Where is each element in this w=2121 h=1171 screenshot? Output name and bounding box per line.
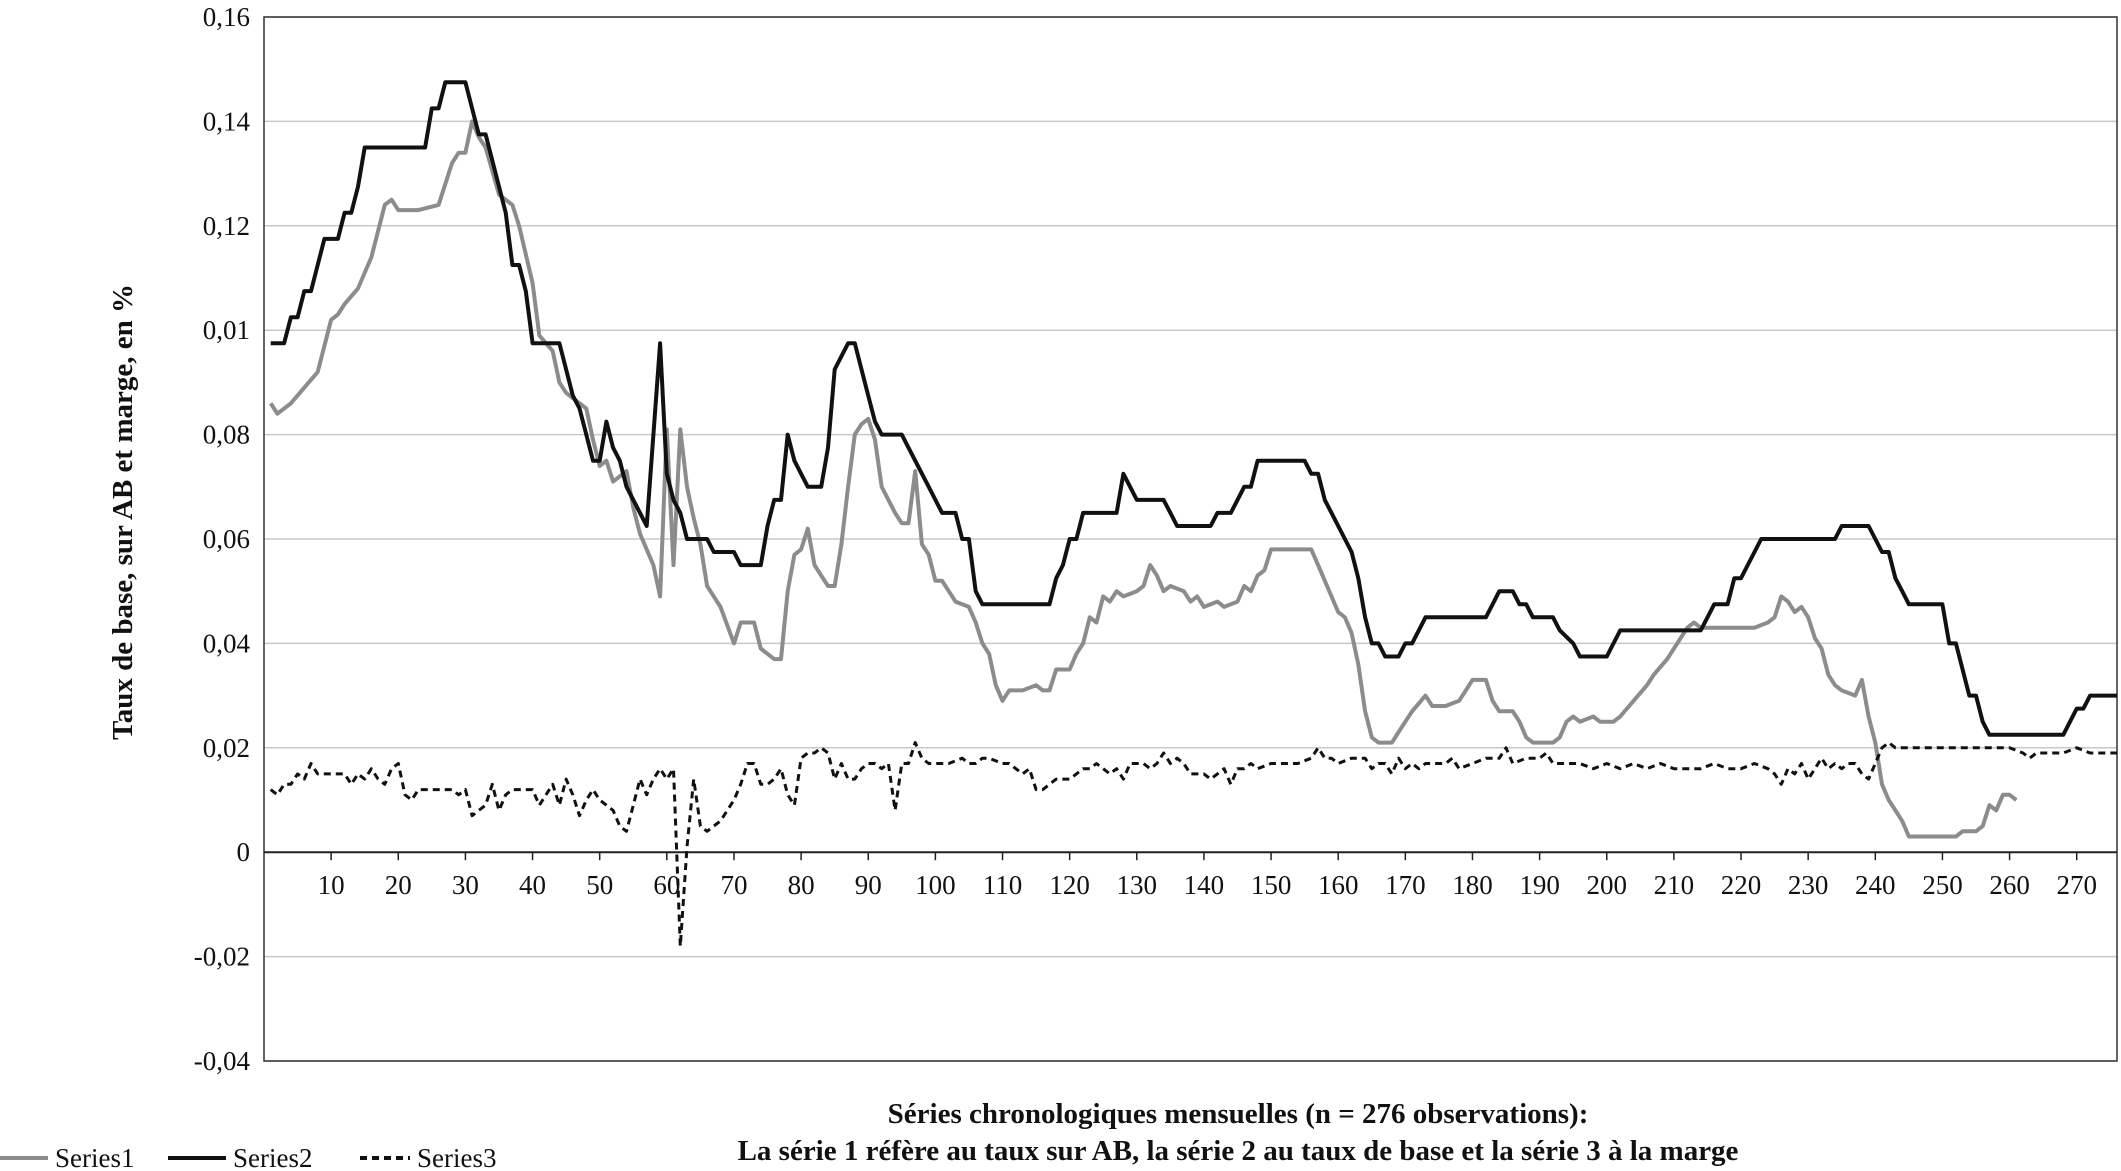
y-tick-label: 0,01	[203, 315, 250, 345]
x-tick-label: 60	[653, 870, 680, 900]
x-tick-label: 230	[1788, 870, 1829, 900]
legend: Series1 Series2 Series3	[0, 1143, 496, 1171]
x-tick-label: 120	[1049, 870, 1090, 900]
y-tick-label: -0,04	[194, 1046, 251, 1076]
x-tick-label: 180	[1452, 870, 1493, 900]
x-tick-label: 140	[1184, 870, 1225, 900]
y-tick-label: 0,04	[203, 628, 251, 658]
x-tick-label: 70	[720, 870, 747, 900]
x-tick-label: 190	[1519, 870, 1560, 900]
y-axis-title: Taux de base, sur AB et marge, en %	[107, 284, 139, 740]
legend-label-series1: Series1	[55, 1143, 134, 1171]
gridlines	[264, 16, 2117, 1062]
x-tick-label: 10	[318, 870, 345, 900]
x-tick-label: 80	[788, 870, 815, 900]
y-tick-label: 0,06	[203, 524, 250, 554]
y-tick-label: -0,02	[194, 942, 250, 972]
x-tick-label: 260	[1989, 870, 2030, 900]
x-tick-label: 200	[1587, 870, 1628, 900]
x-tick-label: 240	[1855, 870, 1896, 900]
x-tick-label: 30	[452, 870, 479, 900]
x-tick-label: 50	[586, 870, 613, 900]
x-tick-label: 130	[1117, 870, 1158, 900]
x-tick-labels: 10 20 30 40 50 60 70 80 90 100 110 120 130 140 150 160 1…	[318, 870, 2097, 900]
y-tick-label: 0,08	[203, 420, 250, 450]
x-axis-title-line1: Séries chronologiques mensuelles (n = 27…	[888, 1098, 1589, 1130]
y-tick-label: 0,16	[203, 2, 250, 32]
y-tick-label: 0	[237, 837, 251, 867]
x-tick-label: 220	[1721, 870, 1762, 900]
axes	[263, 16, 2118, 1062]
legend-label-series3: Series3	[417, 1143, 496, 1171]
x-tick-label: 210	[1654, 870, 1695, 900]
x-tick-label: 150	[1251, 870, 1292, 900]
series-line-series2	[270, 80, 2117, 737]
x-axis-title-line2: La série 1 réfère au taux sur AB, la sér…	[738, 1135, 1739, 1167]
y-tick-label: 0,02	[203, 733, 250, 763]
x-tick-label: 160	[1318, 870, 1359, 900]
x-tick-label: 250	[1922, 870, 1963, 900]
legend-label-series2: Series2	[233, 1143, 312, 1171]
plot-frame	[263, 16, 2118, 1062]
x-tick-label: 40	[519, 870, 546, 900]
y-tick-label: 0,12	[203, 211, 250, 241]
x-tick-label: 170	[1385, 870, 1426, 900]
series-line-series3	[269, 741, 2117, 948]
x-tick-label: 270	[2056, 870, 2097, 900]
x-tick-label: 100	[915, 870, 956, 900]
y-tick-label: 0,14	[203, 106, 251, 136]
x-tick-label: 110	[983, 870, 1023, 900]
series-lines	[269, 80, 2117, 948]
y-tick-labels: 0,16 0,14 0,12 0,01 0,08 0,06 0,04 0,02 0 -0,02 -0…	[194, 2, 251, 1076]
x-tick-label: 90	[855, 870, 882, 900]
series-line-series1	[269, 119, 2018, 839]
x-tick-label: 20	[385, 870, 412, 900]
